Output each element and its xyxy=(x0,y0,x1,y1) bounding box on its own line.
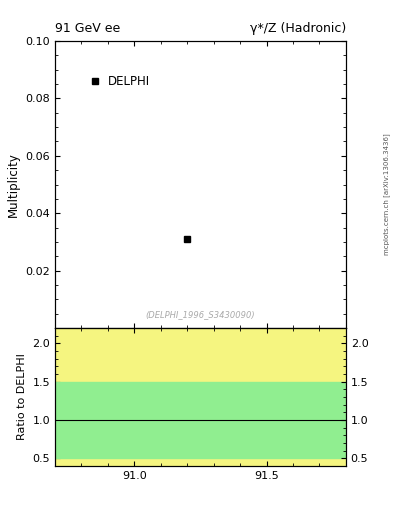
Text: mcplots.cern.ch [arXiv:1306.3436]: mcplots.cern.ch [arXiv:1306.3436] xyxy=(384,134,390,255)
Text: DELPHI: DELPHI xyxy=(108,75,150,88)
Y-axis label: Ratio to DELPHI: Ratio to DELPHI xyxy=(17,354,27,440)
Y-axis label: Multiplicity: Multiplicity xyxy=(7,152,20,217)
Text: γ*/Z (Hadronic): γ*/Z (Hadronic) xyxy=(250,22,346,35)
Text: (DELPHI_1996_S3430090): (DELPHI_1996_S3430090) xyxy=(146,310,255,319)
Text: 91 GeV ee: 91 GeV ee xyxy=(55,22,120,35)
Bar xyxy=(55,381,346,458)
